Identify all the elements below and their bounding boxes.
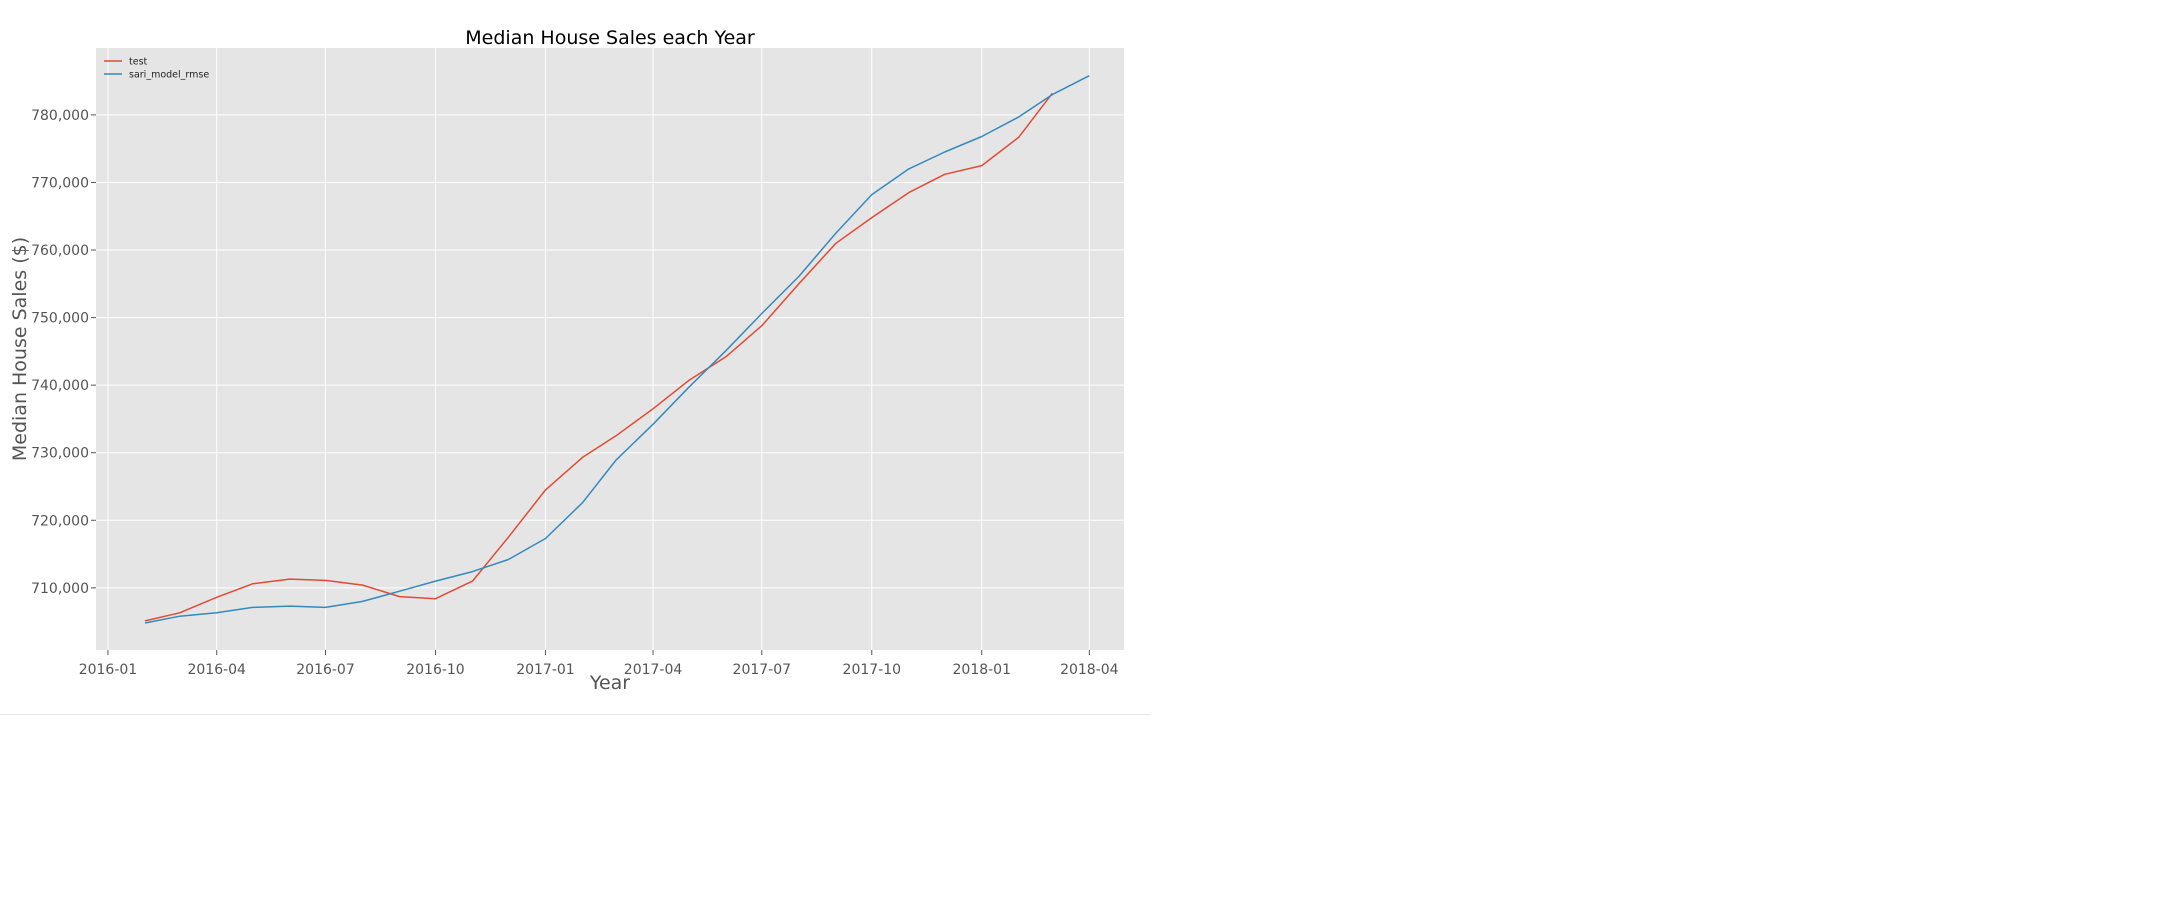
x-tick-label: 2016-01 [79,662,138,678]
x-axis-ticks: 2016-01 2016-04 2016-07 2016-10 2017-01 2017-… [79,650,1119,678]
y-tick-label: 740,000 [31,378,89,394]
x-tick-label: 2016-04 [187,662,246,678]
output-divider [0,714,1150,715]
x-tick-label: 2016-07 [296,662,355,678]
legend-label: test [129,57,148,68]
x-tick-label: 2017-01 [516,662,575,678]
plot-background [96,48,1124,650]
y-tick-label: 720,000 [31,513,89,529]
series-line-test [144,92,1053,622]
notebook-output-area: Median House Sales each Year 2016-01 2016… [0,0,1150,715]
y-tick-label: 780,000 [31,108,89,124]
legend-label: sari_model_rmse [129,70,209,81]
series-line-sari-model-rmse [144,75,1090,624]
line-chart: Median House Sales each Year 2016-01 2016… [9,27,1124,694]
x-tick-label: 2017-04 [624,662,683,678]
y-axis-label: Median House Sales ($) [9,237,31,461]
x-tick-label: 2018-01 [953,662,1012,678]
grid-lines [96,48,1124,650]
y-tick-label: 770,000 [31,175,89,191]
x-tick-label: 2017-10 [843,662,902,678]
chart-title: Median House Sales each Year [465,27,755,49]
y-tick-label: 730,000 [31,446,89,462]
y-axis-ticks: 710,000 720,000 730,000 740,000 750,000 760,0… [31,108,96,597]
y-tick-label: 760,000 [31,243,89,259]
x-tick-label: 2016-10 [406,662,465,678]
x-tick-label: 2018-04 [1060,662,1119,678]
legend: test sari_model_rmse [104,57,209,81]
y-tick-label: 750,000 [31,311,89,327]
x-tick-label: 2017-07 [733,662,792,678]
y-tick-label: 710,000 [31,581,89,597]
x-axis-label: Year [589,672,630,694]
series-layer [144,75,1090,624]
